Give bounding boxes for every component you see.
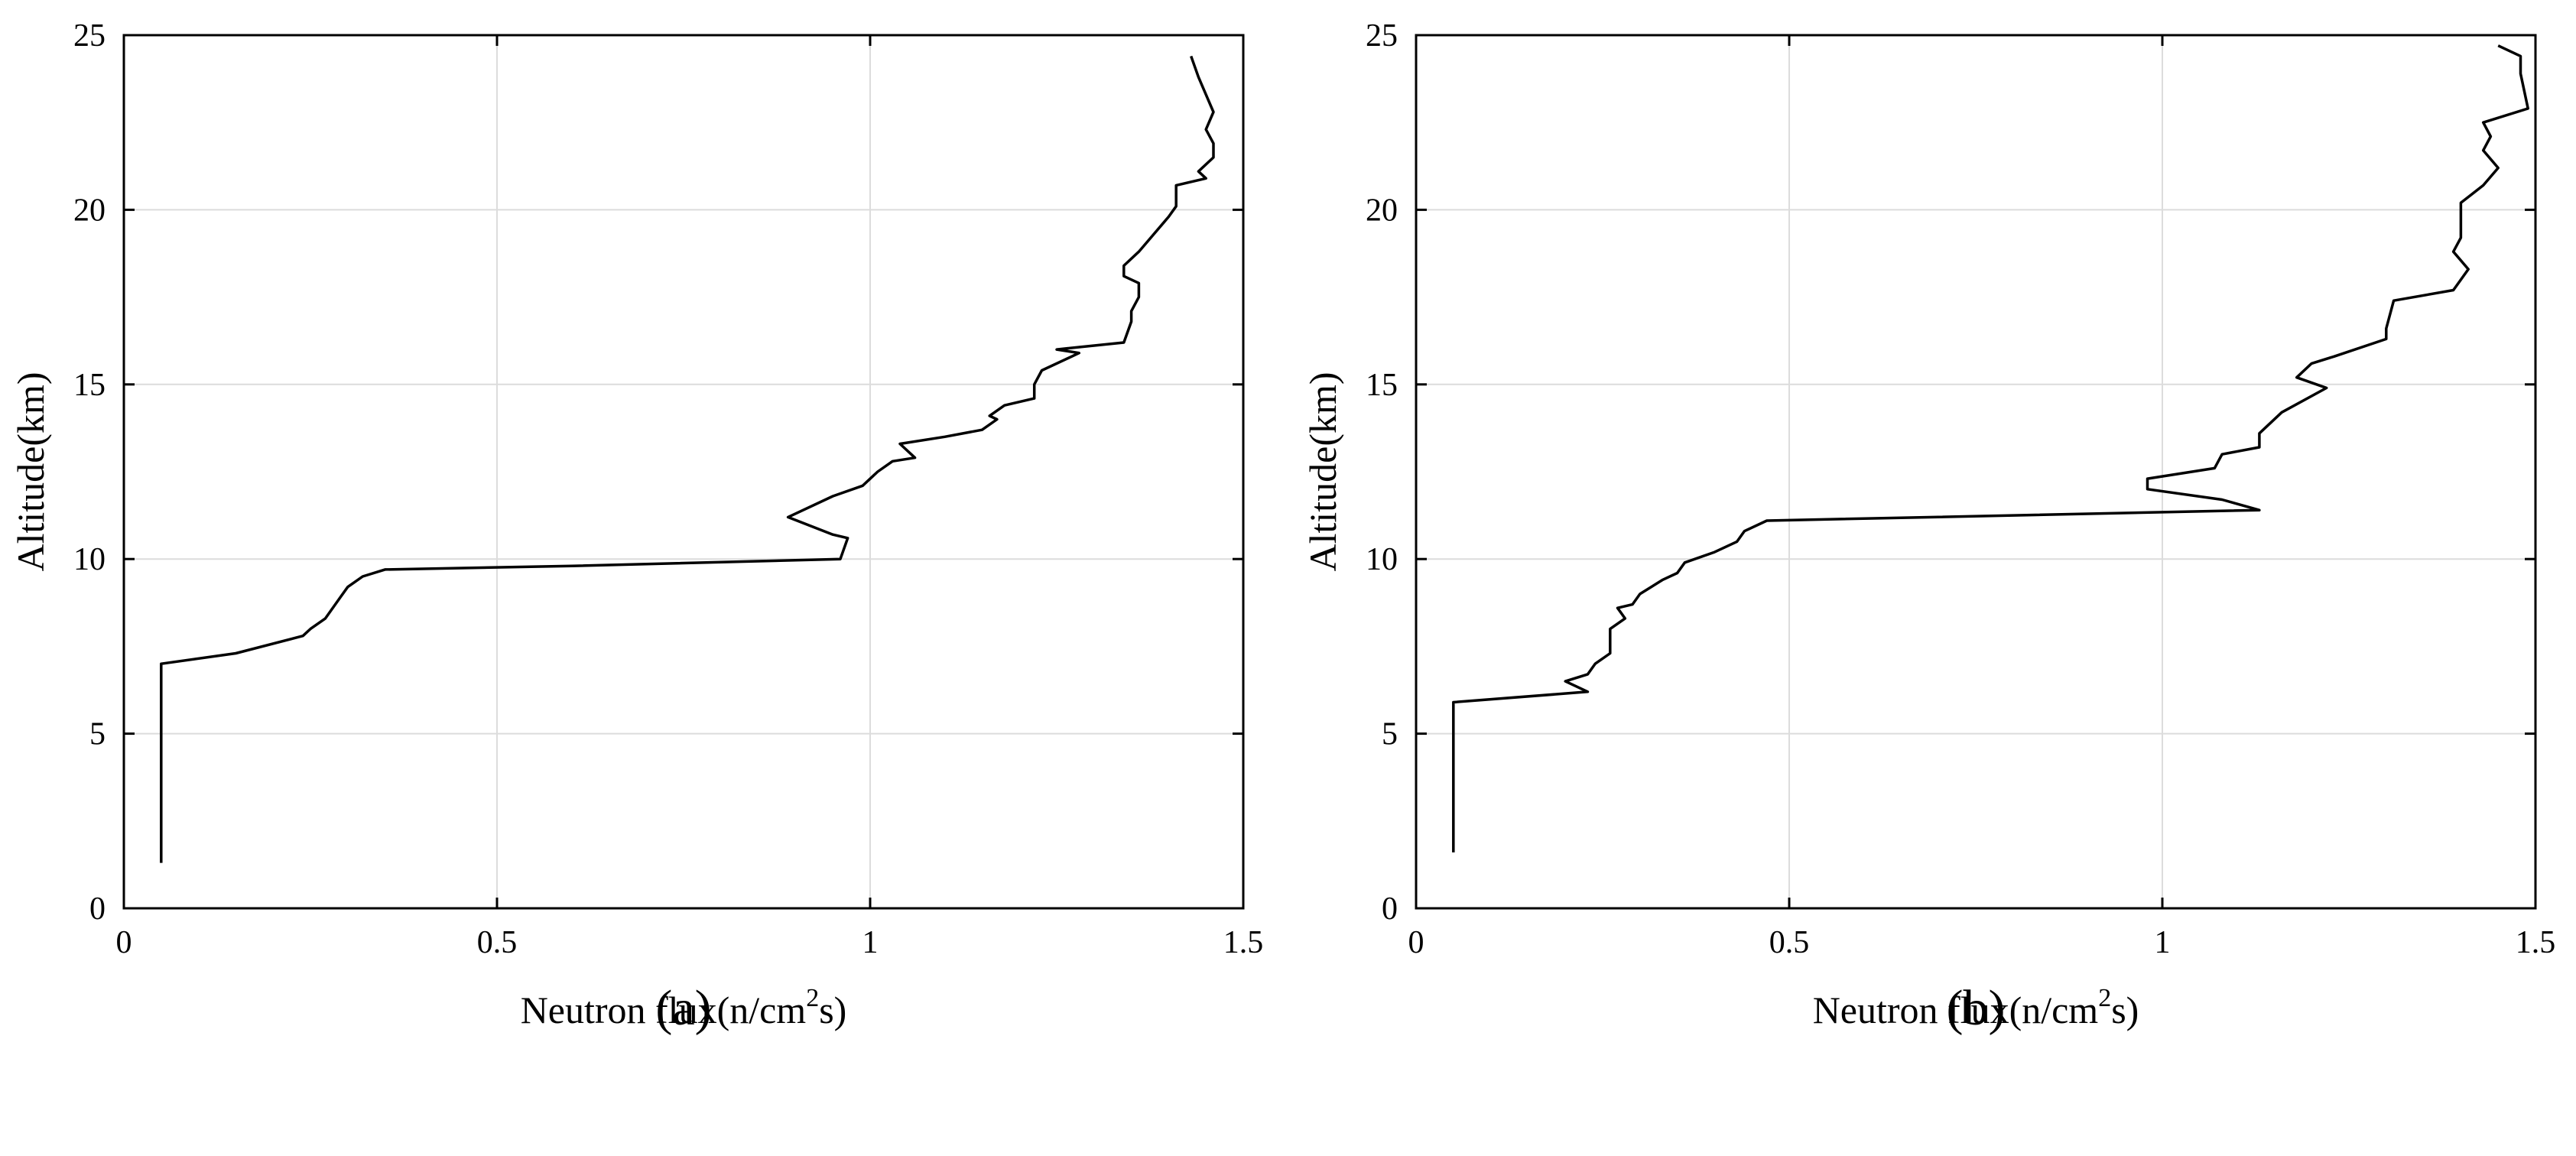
x-tick-label: 0: [1408, 925, 1424, 960]
x-tick-label: 1.5: [2516, 925, 2556, 960]
y-tick-label: 10: [1366, 542, 1398, 577]
y-axis-title: Altitude(km): [1301, 372, 1344, 571]
series-line: [1452, 44, 2529, 852]
x-tick-label: 0.5: [1769, 925, 1810, 960]
series-line: [160, 55, 1215, 863]
panel-label: (a): [655, 980, 711, 1036]
plot-frame: [122, 34, 1245, 910]
chart-panel-a: 0 0.5 1 1.5 0 5 10 15 20 25 Neutron flux(n/cm2s) Al…: [9, 18, 1263, 1036]
y-tick-label: 25: [1366, 18, 1398, 54]
y-tick-label: 5: [1382, 717, 1398, 752]
y-tick-label: 0: [1382, 891, 1398, 927]
y-tick-label: 5: [89, 717, 106, 752]
x-tick-label: 0.5: [477, 925, 518, 960]
x-axis-title-superscript: 2: [2098, 984, 2111, 1012]
y-tick-label: 15: [1366, 368, 1398, 403]
plot-frame: [1415, 34, 2537, 910]
x-axis-title: Neutron flux(n/cm2s): [1813, 984, 2139, 1031]
chart-panel-b: 0 0.5 1 1.5 0 5 10 15 20 25 Neutron flux(n/cm2s) Al…: [1301, 18, 2555, 1036]
x-tick-label: 1.5: [1223, 925, 1264, 960]
y-tick-label: 25: [73, 18, 106, 54]
y-tick-label: 20: [73, 193, 106, 228]
y-tick-label: 10: [73, 542, 106, 577]
x-axis-title-superscript: 2: [806, 984, 819, 1012]
y-tick-label: 20: [1366, 193, 1398, 228]
x-axis-title-prefix: Neutron flux(n/cm: [521, 989, 807, 1031]
x-tick-label: 0: [116, 925, 132, 960]
y-axis-title: Altitude(km): [9, 372, 52, 571]
x-axis-title: Neutron flux(n/cm2s): [521, 984, 847, 1031]
panel-label: (b): [1947, 980, 2006, 1036]
x-axis-title-suffix: s): [819, 989, 846, 1031]
y-tick-label: 0: [89, 891, 106, 927]
x-axis-title-suffix: s): [2111, 989, 2139, 1031]
x-axis-title-prefix: Neutron flux(n/cm: [1813, 989, 2099, 1031]
y-tick-label: 15: [73, 368, 106, 403]
x-tick-label: 1: [2155, 925, 2171, 960]
x-tick-label: 1: [862, 925, 879, 960]
